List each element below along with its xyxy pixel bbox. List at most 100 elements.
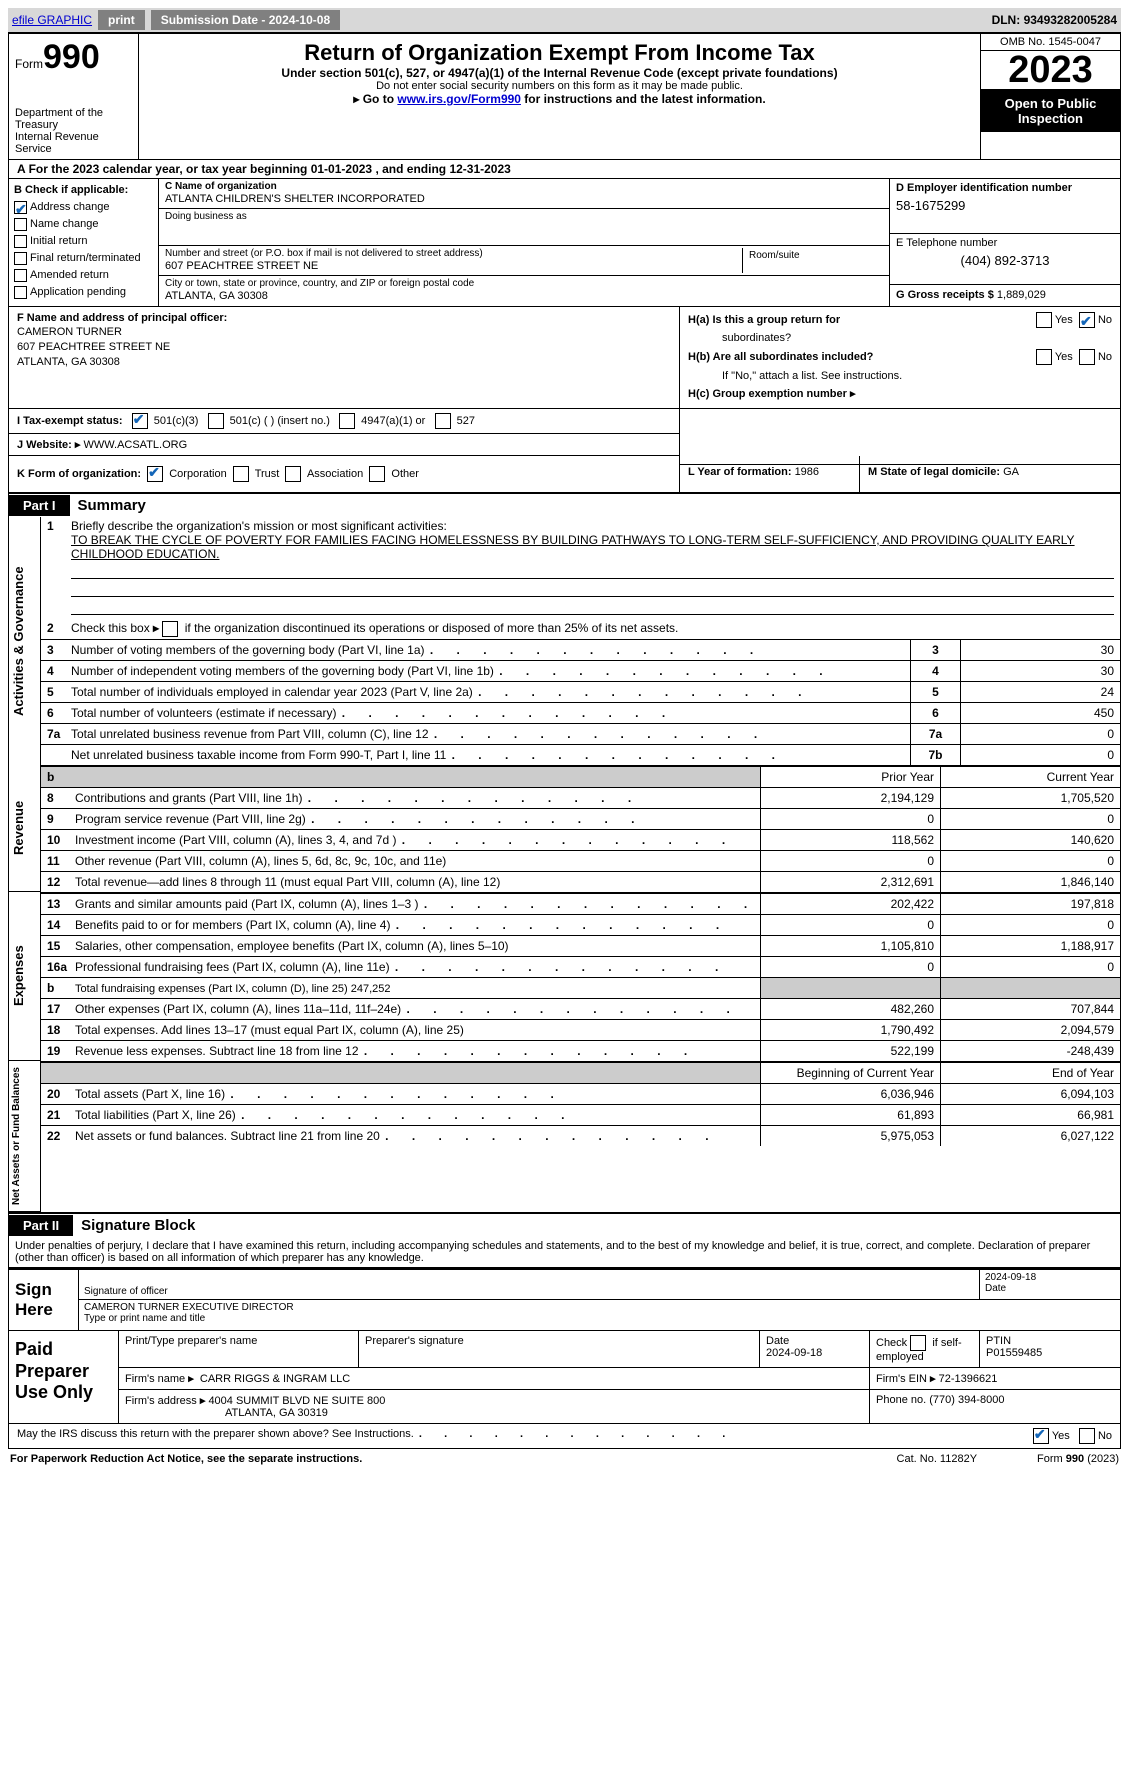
l21-prior: 61,893 xyxy=(760,1104,940,1125)
dept-irs: Internal Revenue Service xyxy=(15,131,132,155)
cb-other[interactable] xyxy=(369,466,385,482)
discuss-text: May the IRS discuss this return with the… xyxy=(17,1428,727,1444)
cb-hb-yes[interactable] xyxy=(1036,349,1052,365)
l20-prior: 6,036,946 xyxy=(760,1083,940,1104)
footer-form: Form 990 (2023) xyxy=(1037,1453,1119,1465)
cb-address-change[interactable] xyxy=(14,201,27,214)
cb-trust[interactable] xyxy=(233,466,249,482)
l4-text: Number of independent voting members of … xyxy=(71,664,825,678)
l20-current: 6,094,103 xyxy=(940,1083,1120,1104)
cb-initial-return[interactable] xyxy=(14,235,27,248)
officer-label: F Name and address of principal officer: xyxy=(17,312,227,324)
phone: (404) 892-3713 xyxy=(896,250,1114,269)
cb-assoc[interactable] xyxy=(285,466,301,482)
street-label: Number and street (or P.O. box if mail i… xyxy=(165,248,742,260)
footer-left: For Paperwork Reduction Act Notice, see … xyxy=(10,1453,362,1465)
ptin: P01559485 xyxy=(986,1347,1042,1359)
cb-self-employed[interactable] xyxy=(910,1335,926,1351)
ein: 58-1675299 xyxy=(896,195,1114,214)
officer-name-title-label: Type or print name and title xyxy=(84,1313,1115,1324)
l10-current: 140,620 xyxy=(940,829,1120,850)
cb-527[interactable] xyxy=(435,413,451,429)
cb-discuss-yes[interactable] xyxy=(1033,1428,1049,1444)
form-of-org-label: K Form of organization: xyxy=(17,468,141,480)
city: ATLANTA, GA 30308 xyxy=(165,290,883,303)
cb-application-pending[interactable] xyxy=(14,286,27,299)
form-title: Return of Organization Exempt From Incom… xyxy=(149,40,970,66)
form-subtitle-2: Do not enter social security numbers on … xyxy=(149,80,970,92)
print-button[interactable]: print xyxy=(98,10,145,30)
form-subtitle-1: Under section 501(c), 527, or 4947(a)(1)… xyxy=(149,66,970,80)
officer-name-title: CAMERON TURNER EXECUTIVE DIRECTOR xyxy=(84,1302,1115,1313)
l12-text: Total revenue—add lines 8 through 11 (mu… xyxy=(75,875,500,889)
cb-discontinued[interactable] xyxy=(162,621,178,637)
cb-501c[interactable] xyxy=(208,413,224,429)
l9-text: Program service revenue (Part VIII, line… xyxy=(75,812,636,826)
l7b-text: Net unrelated business taxable income fr… xyxy=(71,748,777,762)
l7a-value: 0 xyxy=(960,723,1120,744)
l19-text: Revenue less expenses. Subtract line 18 … xyxy=(75,1044,689,1058)
l4-box: 4 xyxy=(910,660,960,681)
firm-address-2: ATLANTA, GA 30319 xyxy=(125,1407,328,1419)
line-a-period: A For the 2023 calendar year, or tax yea… xyxy=(8,160,1121,179)
website-label: J Website: xyxy=(17,439,75,451)
page-footer: For Paperwork Reduction Act Notice, see … xyxy=(8,1449,1121,1469)
side-expenses: Expenses xyxy=(9,892,41,1061)
instructions-link[interactable]: www.irs.gov/Form990 xyxy=(397,92,521,106)
cb-amended-return[interactable] xyxy=(14,269,27,282)
top-toolbar: efile GRAPHIC print Submission Date - 20… xyxy=(8,8,1121,32)
cb-corp[interactable] xyxy=(147,466,163,482)
part1-body: Activities & Governance 1 Briefly descri… xyxy=(8,517,1121,1214)
l16b-prior xyxy=(760,977,940,998)
mission-text: TO BREAK THE CYCLE OF POVERTY FOR FAMILI… xyxy=(71,533,1075,561)
paid-preparer-label: Paid Preparer Use Only xyxy=(9,1331,119,1423)
l18-text: Total expenses. Add lines 13–17 (must eq… xyxy=(75,1023,464,1037)
l16a-prior: 0 xyxy=(760,956,940,977)
cb-4947[interactable] xyxy=(339,413,355,429)
cb-name-change[interactable] xyxy=(14,218,27,231)
state-domicile: GA xyxy=(1003,466,1019,478)
col-boy: Beginning of Current Year xyxy=(760,1062,940,1083)
l7b-box: 7b xyxy=(910,744,960,765)
l7a-text: Total unrelated business revenue from Pa… xyxy=(71,727,759,741)
l22-current: 6,027,122 xyxy=(940,1125,1120,1146)
org-name-label: C Name of organization xyxy=(165,181,883,193)
firm-address-1: 4004 SUMMIT BLVD NE SUITE 800 xyxy=(208,1395,385,1407)
part2-title: Signature Block xyxy=(73,1214,203,1237)
cb-ha-yes[interactable] xyxy=(1036,312,1052,328)
cb-final-return[interactable] xyxy=(14,252,27,265)
l9-prior: 0 xyxy=(760,808,940,829)
hc-label: H(c) Group exemption number ▸ xyxy=(688,385,1112,404)
efile-link[interactable]: efile GRAPHIC xyxy=(12,13,92,27)
side-net-assets: Net Assets or Fund Balances xyxy=(9,1061,41,1212)
prep-name-label: Print/Type preparer's name xyxy=(119,1331,359,1367)
dln: DLN: 93493282005284 xyxy=(992,13,1117,27)
l22-text: Net assets or fund balances. Subtract li… xyxy=(75,1129,711,1143)
officer-name: CAMERON TURNER xyxy=(17,326,122,338)
l5-value: 24 xyxy=(960,681,1120,702)
website: WWW.ACSATL.ORG xyxy=(83,439,187,451)
l12-prior: 2,312,691 xyxy=(760,871,940,892)
cb-hb-no[interactable] xyxy=(1079,349,1095,365)
street: 607 PEACHTREE STREET NE xyxy=(165,260,742,273)
discuss-row: May the IRS discuss this return with the… xyxy=(8,1424,1121,1449)
l6-value: 450 xyxy=(960,702,1120,723)
form-header: Form990 Department of the Treasury Inter… xyxy=(8,32,1121,160)
l3-text: Number of voting members of the governin… xyxy=(71,643,755,657)
col-current-year: Current Year xyxy=(940,766,1120,787)
l19-current: -248,439 xyxy=(940,1040,1120,1061)
l7b-value: 0 xyxy=(960,744,1120,765)
section-bcd: B Check if applicable: Address change Na… xyxy=(8,179,1121,307)
prep-date: 2024-09-18 xyxy=(766,1347,822,1359)
cb-501c3[interactable] xyxy=(132,413,148,429)
l14-prior: 0 xyxy=(760,914,940,935)
l16b-current xyxy=(940,977,1120,998)
ein-label: D Employer identification number xyxy=(896,182,1072,194)
cb-ha-no[interactable] xyxy=(1079,312,1095,328)
l12-current: 1,846,140 xyxy=(940,871,1120,892)
cb-discuss-no[interactable] xyxy=(1079,1428,1095,1444)
l19-prior: 522,199 xyxy=(760,1040,940,1061)
part1-tag: Part I xyxy=(9,495,70,516)
col-prior-year: Prior Year xyxy=(760,766,940,787)
section-fh: F Name and address of principal officer:… xyxy=(8,307,1121,409)
